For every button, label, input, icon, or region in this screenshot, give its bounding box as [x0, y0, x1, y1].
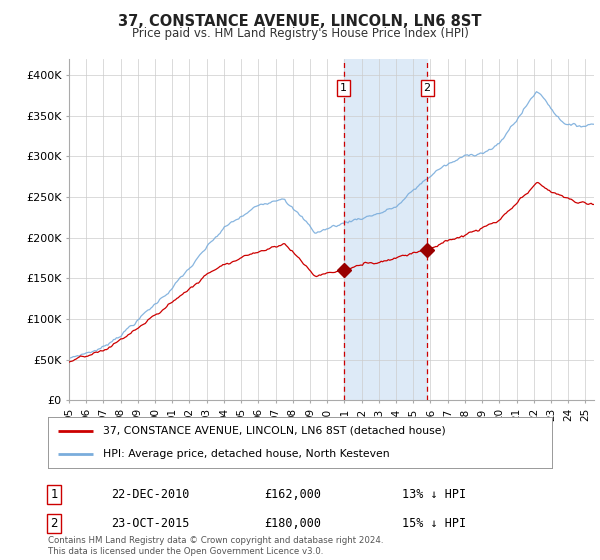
- Text: 23-OCT-2015: 23-OCT-2015: [111, 517, 190, 530]
- Text: £162,000: £162,000: [264, 488, 321, 501]
- Text: 13% ↓ HPI: 13% ↓ HPI: [402, 488, 466, 501]
- Text: 2: 2: [424, 83, 431, 93]
- Text: Price paid vs. HM Land Registry's House Price Index (HPI): Price paid vs. HM Land Registry's House …: [131, 27, 469, 40]
- Text: 37, CONSTANCE AVENUE, LINCOLN, LN6 8ST (detached house): 37, CONSTANCE AVENUE, LINCOLN, LN6 8ST (…: [103, 426, 446, 436]
- Text: HPI: Average price, detached house, North Kesteven: HPI: Average price, detached house, Nort…: [103, 449, 390, 459]
- Text: 22-DEC-2010: 22-DEC-2010: [111, 488, 190, 501]
- Text: 15% ↓ HPI: 15% ↓ HPI: [402, 517, 466, 530]
- Text: 1: 1: [50, 488, 58, 501]
- Text: 1: 1: [340, 83, 347, 93]
- Text: 37, CONSTANCE AVENUE, LINCOLN, LN6 8ST: 37, CONSTANCE AVENUE, LINCOLN, LN6 8ST: [118, 14, 482, 29]
- Bar: [344, 59, 427, 400]
- Text: Contains HM Land Registry data © Crown copyright and database right 2024.
This d: Contains HM Land Registry data © Crown c…: [48, 536, 383, 556]
- Text: £180,000: £180,000: [264, 517, 321, 530]
- Text: 2: 2: [50, 517, 58, 530]
